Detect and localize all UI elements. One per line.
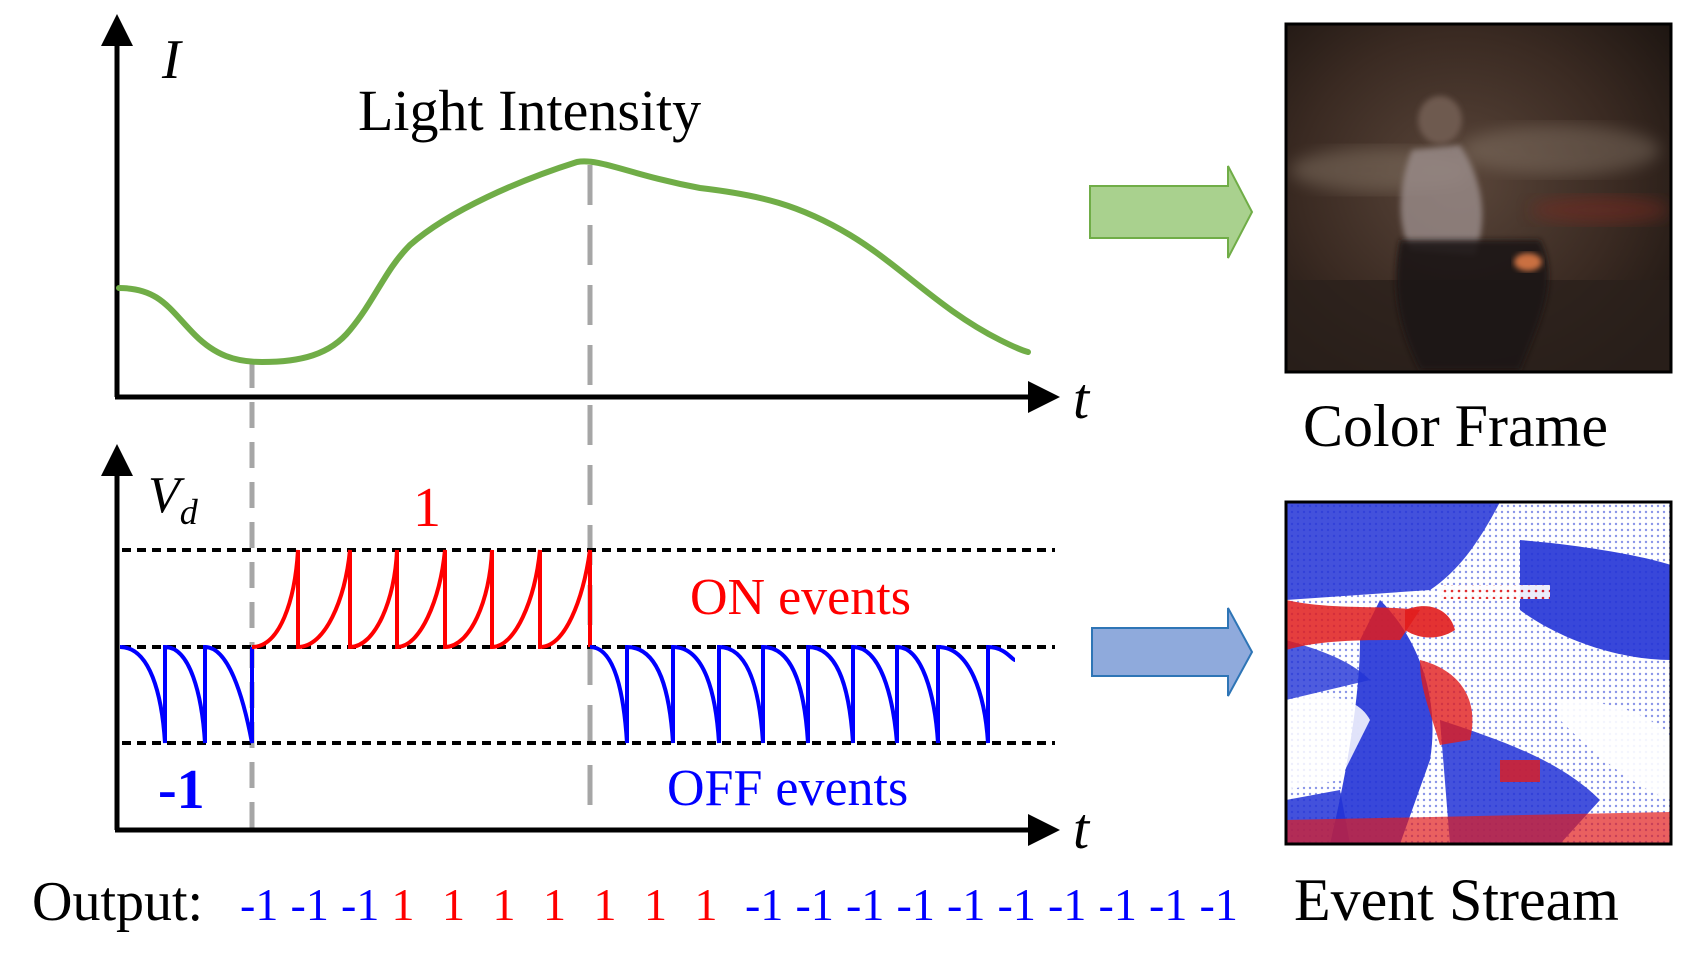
off-polarity-label: -1: [158, 759, 205, 821]
output-label: Output:: [32, 871, 203, 933]
output-token: -1: [897, 879, 935, 930]
off-events-right-waveform: [589, 644, 1016, 744]
output-token: 1: [695, 879, 718, 930]
output-sequence: -1 -1 -1 1 1 1 1 1 1 1 -1 -1 -1 -1 -1 -1 -1 -1 -1 -1: [240, 879, 1238, 930]
event-stream-image: [1284, 500, 1673, 846]
output-token: -1: [291, 879, 329, 930]
helmet: [1418, 96, 1462, 144]
time-axis-label-top: t: [1073, 366, 1091, 431]
intensity-curve: [116, 158, 1031, 366]
output-token: 1: [392, 879, 415, 930]
color-frame-border: [1284, 22, 1673, 374]
intensity-panel: I Light Intensity t: [101, 14, 1091, 830]
output-token: 1: [493, 879, 516, 930]
output-token: -1: [796, 879, 834, 930]
voltage-axis-main: V: [148, 467, 185, 524]
event-stream-caption: Event Stream: [1294, 867, 1619, 933]
output-token: 1: [442, 879, 465, 930]
output-token: -1: [745, 879, 783, 930]
output-token: 1: [594, 879, 617, 930]
voltage-axis-label: Vd: [148, 467, 199, 532]
color-frame-caption: Color Frame: [1303, 393, 1608, 459]
voltage-axis-subscript: d: [180, 492, 199, 532]
on-polarity-label: 1: [413, 477, 441, 539]
off-events-label: OFF events: [667, 760, 908, 817]
time-axis-label-bottom: t: [1073, 796, 1091, 861]
events-panel: Vd 1 -1 ON events OFF events t: [101, 444, 1091, 861]
output-token: 1: [644, 879, 667, 930]
intensity-title: Light Intensity: [358, 78, 701, 143]
color-frame-image: [1284, 22, 1673, 374]
intensity-y-arrowhead: [101, 14, 133, 46]
output-token: -1: [1048, 879, 1086, 930]
arrow-to-color-frame: [1089, 165, 1254, 259]
output-token: -1: [1200, 879, 1238, 930]
intensity-axis-label: I: [161, 29, 183, 91]
output-token: 1: [543, 879, 566, 930]
output-token: -1: [240, 879, 278, 930]
output-token: -1: [998, 879, 1036, 930]
output-token: -1: [341, 879, 379, 930]
output-token: -1: [947, 879, 985, 930]
event-stream-border: [1284, 500, 1673, 846]
output-token: -1: [846, 879, 884, 930]
off-events-left-waveform: [119, 644, 254, 744]
output-token: -1: [1149, 879, 1187, 930]
output-row: Output: -1 -1 -1 1 1 1 1 1 1 1 -1 -1 -1 -1 -1 -1 -1 -1 -1-…: [32, 871, 1238, 933]
on-events-waveform: [251, 549, 592, 650]
output-token: -1: [1099, 879, 1137, 930]
on-events-label: ON events: [690, 569, 911, 626]
voltage-y-arrowhead: [101, 444, 133, 476]
arrow-to-event-stream: [1091, 607, 1254, 697]
voltage-x-arrowhead: [1028, 814, 1060, 846]
intensity-x-arrowhead: [1028, 381, 1060, 413]
